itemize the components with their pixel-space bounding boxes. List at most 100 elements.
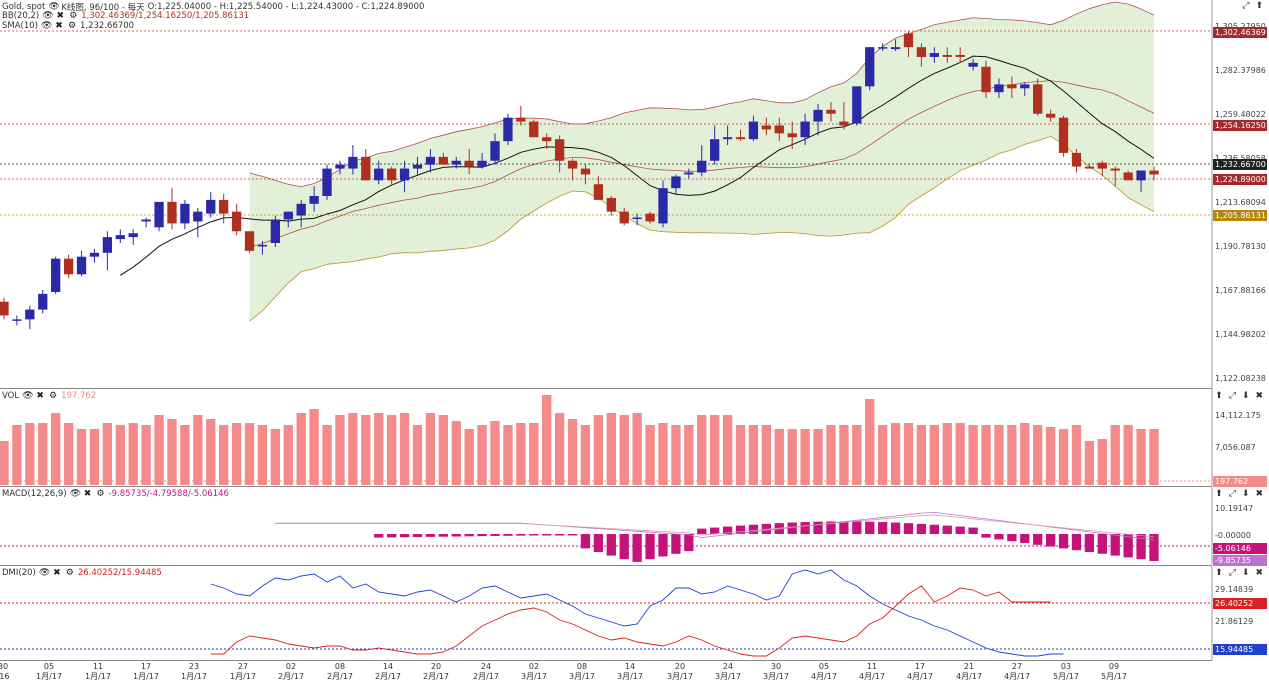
close-icon[interactable]: ✖ — [53, 568, 61, 578]
close-icon[interactable]: ✖ — [83, 489, 92, 499]
close-icon[interactable]: ✖ — [1255, 391, 1263, 401]
dmi-header: DMI(20) 👁 ✖ ⚙ 26.40252/15.94485 — [2, 568, 162, 578]
gear-icon[interactable]: ⚙ — [65, 568, 74, 578]
volume-bar — [981, 425, 991, 485]
date-tick: 20 3月/17 — [667, 662, 693, 681]
vol-pane-controls: ⬆ ⤢ ⬇ ✖ — [1215, 391, 1263, 401]
macd-histogram-bar — [542, 534, 552, 536]
volume-bar — [542, 395, 552, 485]
candle-body — [1136, 170, 1146, 181]
gear-icon[interactable]: ⚙ — [67, 21, 77, 31]
candle-body — [167, 201, 177, 224]
eye-icon[interactable]: 👁 — [48, 2, 60, 12]
volume-bar — [270, 429, 280, 485]
gear-icon[interactable]: ⚙ — [69, 11, 78, 21]
candle-body — [89, 252, 100, 257]
close-icon[interactable]: ✖ — [1255, 568, 1263, 578]
date-tick: 09 5月/17 — [1101, 662, 1127, 681]
macd-histogram-bar — [1020, 534, 1030, 543]
macd-histogram-bar — [710, 527, 720, 534]
maximize-icon[interactable]: ⤢ — [1242, 1, 1250, 11]
maximize-icon[interactable]: ⤢ — [1228, 489, 1236, 499]
price-pane: Gold, spot 👁 K线图, 96/100 - 每天 O:1,225.04… — [0, 0, 1267, 388]
volume-bar — [309, 409, 319, 485]
signal-line — [275, 514, 1155, 538]
candle-body — [658, 188, 668, 224]
volume-bar — [710, 415, 720, 485]
close-icon[interactable]: ✖ — [1255, 489, 1263, 499]
macd-chart — [0, 487, 1213, 565]
pane-splitter[interactable] — [0, 486, 1212, 487]
close-icon[interactable]: ✖ — [56, 11, 64, 21]
candle-body — [38, 293, 48, 310]
volume-bar — [942, 423, 952, 485]
eye-icon[interactable]: 👁 — [38, 568, 51, 578]
macd-hist-tag: -5.06146 — [1213, 543, 1267, 554]
close-icon[interactable]: ✖ — [36, 391, 44, 401]
close-icon[interactable]: ✖ — [55, 21, 63, 31]
bb-upper-tag: 1,302.46369 — [1213, 27, 1267, 38]
candle-body — [386, 168, 397, 181]
macd-histogram-bar — [554, 534, 565, 536]
candle-body — [128, 233, 138, 238]
candle-body — [567, 160, 578, 169]
eye-icon[interactable]: 👁 — [22, 391, 34, 401]
macd-histogram-bar — [800, 522, 810, 534]
maximize-icon[interactable]: ⤢ — [1228, 391, 1236, 401]
candle-body — [219, 199, 229, 214]
dmi-pane: DMI(20) 👁 ✖ ⚙ 26.40252/15.94485 ⬆ ⤢ ⬇ ✖ … — [0, 566, 1269, 660]
macd-histogram-bar — [994, 534, 1004, 540]
bb-lower-line — [249, 136, 1155, 322]
volume-bar — [994, 425, 1004, 485]
ohlc-readout: O:1,225.04000 - H:1,225.54000 - L:1,224.… — [147, 2, 425, 12]
eye-icon[interactable]: 👁 — [69, 489, 81, 499]
macd-histogram-bar — [1136, 534, 1146, 560]
volume-bar — [968, 425, 978, 485]
candle-body — [1123, 172, 1133, 181]
volume-bar — [1123, 425, 1133, 485]
candle-body — [865, 47, 875, 87]
candle-body — [490, 141, 500, 161]
macd-histogram-bar — [903, 523, 914, 534]
volume-bar — [761, 425, 772, 485]
candle-body — [348, 156, 358, 169]
eye-icon[interactable]: 👁 — [42, 11, 54, 21]
arrow-up-icon[interactable]: ⬆ — [1215, 391, 1223, 401]
candle-body — [154, 201, 164, 228]
volume-bar — [1110, 425, 1120, 485]
symbol-header: Gold, spot 👁 K线图, 96/100 - 每天 O:1,225.04… — [2, 1, 424, 13]
price-tick: 1,213.68094 — [1215, 198, 1266, 207]
gear-icon[interactable]: ⚙ — [96, 489, 105, 499]
volume-bar — [813, 429, 823, 485]
arrow-up-icon[interactable]: ⬆ — [1255, 1, 1263, 11]
candle-body — [309, 195, 319, 204]
maximize-icon[interactable]: ⤢ — [1228, 568, 1236, 578]
candle-body — [399, 168, 410, 181]
arrow-up-icon[interactable]: ⬆ — [1215, 489, 1223, 499]
pane-splitter[interactable] — [0, 388, 1212, 389]
date-tick: 11 4月/17 — [859, 662, 885, 681]
arrow-down-icon[interactable]: ⬇ — [1241, 568, 1250, 578]
macd-histogram-bar — [748, 524, 759, 534]
candle-body — [412, 164, 423, 169]
gear-icon[interactable]: ⚙ — [49, 391, 58, 401]
volume-bar — [76, 429, 87, 485]
volume-bar — [697, 415, 707, 485]
volume-bar — [180, 425, 190, 485]
date-tick: 14 3月/17 — [617, 662, 643, 681]
macd-histogram-bar — [1033, 534, 1043, 545]
macd-histogram-bar — [878, 522, 888, 534]
pane-splitter[interactable] — [0, 565, 1212, 566]
sma-value: 1,232.66700 — [80, 21, 135, 31]
arrow-down-icon[interactable]: ⬇ — [1241, 391, 1250, 401]
candle-body — [852, 86, 862, 124]
arrow-up-icon[interactable]: ⬆ — [1215, 568, 1223, 578]
dmi-tick: 29.14839 — [1215, 585, 1254, 594]
volume-bar — [632, 413, 642, 485]
eye-icon[interactable]: 👁 — [41, 21, 53, 31]
arrow-down-icon[interactable]: ⬇ — [1241, 489, 1250, 499]
date-tick: 11 1月/17 — [85, 662, 111, 681]
macd-histogram-bar — [942, 525, 952, 534]
volume-bar — [722, 415, 733, 485]
date-tick: 02 2月/17 — [278, 662, 304, 681]
